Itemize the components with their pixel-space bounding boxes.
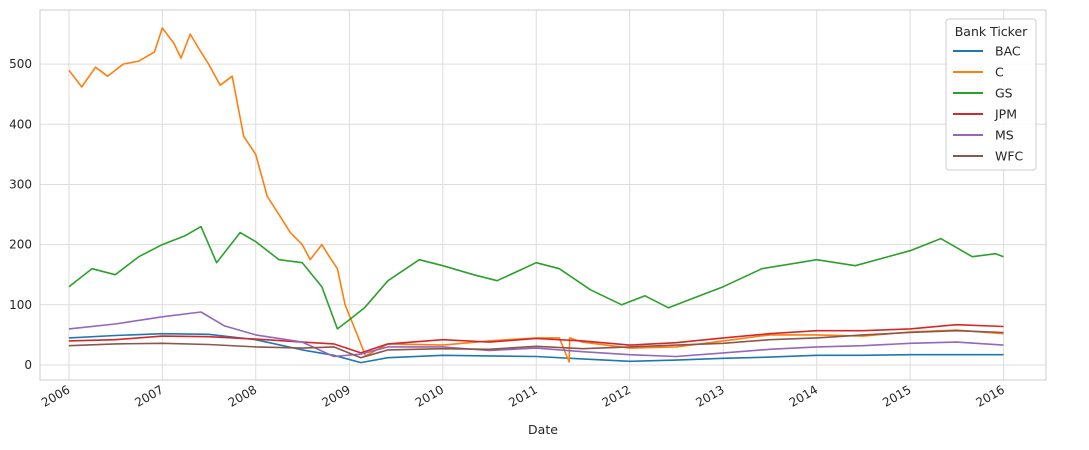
y-tick-label: 200: [9, 238, 32, 252]
legend-label-jpm: JPM: [994, 107, 1017, 122]
series-line-c: [68, 27, 1004, 363]
legend-title: Bank Ticker: [955, 24, 1028, 39]
x-tick-label: 2013: [693, 382, 726, 409]
y-gridlines: [40, 63, 1046, 366]
x-tick-label: 2011: [506, 382, 539, 409]
x-tick-label: 2012: [600, 382, 633, 409]
x-tick-label: 2006: [39, 382, 72, 409]
series-line-bac: [68, 332, 1004, 364]
legend-items: BAC C GS JPM MS WFC: [953, 44, 1024, 164]
y-tick-labels: 0 100 200 300 400 500: [9, 57, 32, 372]
legend-label-ms: MS: [995, 128, 1014, 143]
legend-label-wfc: WFC: [995, 149, 1024, 164]
legend-label-c: C: [995, 65, 1004, 80]
x-tick-label: 2008: [226, 382, 259, 409]
x-tick-label: 2016: [974, 382, 1007, 409]
plot-area: [40, 10, 1046, 380]
x-tick-labels: 2006 2007 2008 2009 2010 2011 2012 2013 2014 2015…: [39, 382, 1007, 409]
legend-box: [945, 18, 1037, 171]
x-tick-label: 2015: [880, 382, 913, 409]
legend-label-gs: GS: [995, 86, 1013, 101]
series-line-jpm: [68, 323, 1004, 354]
plot-frame: [39, 9, 1047, 381]
y-tick-label: 500: [9, 57, 32, 71]
y-tick-label: 300: [9, 177, 32, 191]
legend: Bank Ticker BAC C GS JPM MS WFC: [945, 18, 1037, 171]
x-tick-label: 2009: [319, 382, 352, 409]
x-tick-label: 2010: [413, 382, 446, 409]
x-tick-label: 2014: [787, 382, 820, 409]
series-line-wfc: [68, 329, 1004, 359]
x-tick-label: 2007: [132, 382, 165, 409]
x-axis-label: Date: [528, 422, 558, 437]
legend-label-bac: BAC: [995, 44, 1021, 59]
series-lines: [68, 27, 1004, 364]
y-tick-label: 400: [9, 117, 32, 131]
y-tick-label: 100: [9, 298, 32, 312]
series-line-ms: [68, 311, 1004, 358]
x-gridlines: [68, 10, 1005, 380]
series-line-gs: [68, 225, 1004, 330]
y-tick-label: 0: [24, 358, 32, 372]
